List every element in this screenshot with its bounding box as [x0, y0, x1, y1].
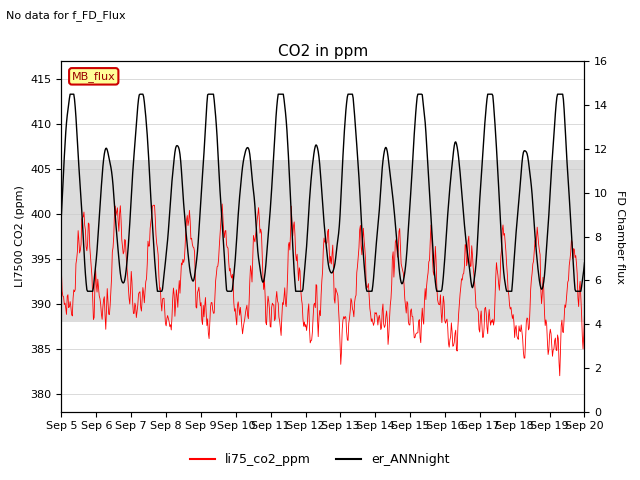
Legend: li75_co2_ppm, er_ANNnight: li75_co2_ppm, er_ANNnight	[186, 448, 454, 471]
Text: MB_flux: MB_flux	[72, 71, 116, 82]
Bar	[61, 160, 584, 322]
Y-axis label: LI7500 CO2 (ppm): LI7500 CO2 (ppm)	[15, 186, 25, 288]
Y-axis label: FD Chamber flux: FD Chamber flux	[615, 190, 625, 284]
Title: CO2 in ppm: CO2 in ppm	[278, 44, 368, 59]
Text: No data for f_FD_Flux: No data for f_FD_Flux	[6, 10, 126, 21]
